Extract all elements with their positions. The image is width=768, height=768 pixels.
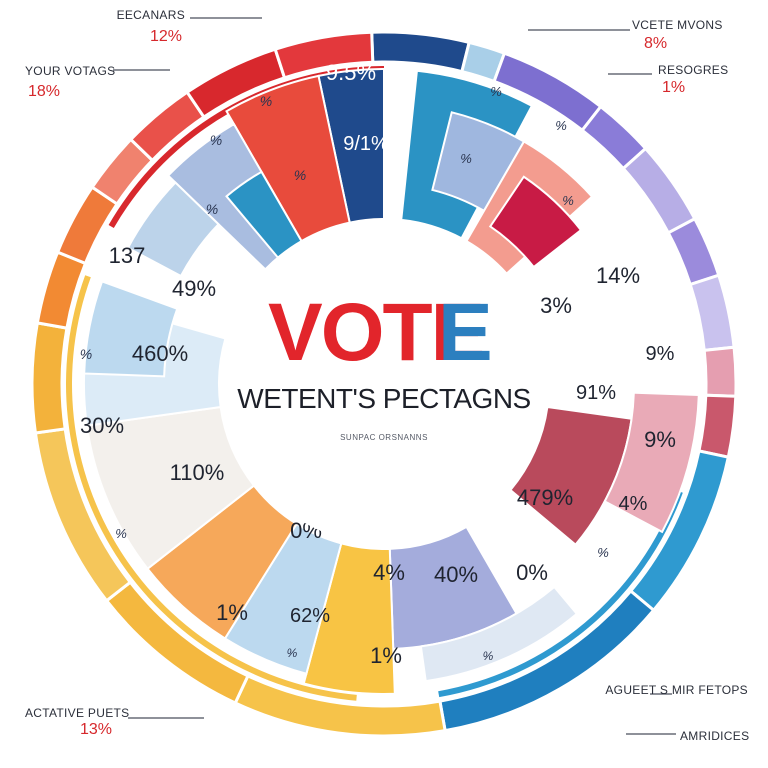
segment-label: 3% — [540, 293, 572, 318]
segment-label: % — [287, 646, 298, 660]
callout-title: AGUEET S MIR FETOPS — [605, 683, 748, 697]
callout-eecanars: EECANARS 12% — [117, 8, 262, 45]
segment-label: % — [597, 545, 609, 560]
segment-label: 49% — [172, 276, 216, 301]
callout-title: VCETE MVONS — [632, 18, 723, 32]
segment-block — [317, 67, 385, 224]
segment-label: 1% — [370, 643, 402, 668]
ring-band — [30, 321, 69, 435]
ring-band — [621, 146, 697, 235]
callout-agueet: AGUEET S MIR FETOPS — [605, 683, 748, 697]
segment-block — [126, 181, 220, 278]
callout-title: EECANARS — [117, 8, 185, 22]
inner-blocks — [83, 67, 700, 695]
callout-amridices: AMRIDICES — [626, 729, 749, 743]
segment-block — [83, 280, 179, 378]
segment-label: % — [483, 649, 494, 663]
segment-label: 30% — [80, 413, 124, 438]
chart-title: VOTE — [268, 287, 483, 378]
callout-resogres: RESOGRES 1% — [608, 63, 728, 96]
segment-label: 9/1% — [343, 133, 389, 155]
segment-label: % — [490, 84, 502, 99]
ring-band — [697, 393, 738, 459]
ring-band — [702, 345, 738, 398]
segment-label: % — [460, 151, 472, 166]
segment-label: 91% — [576, 382, 616, 404]
segment-label: 479% — [517, 485, 573, 510]
segment-label: 110% — [170, 460, 225, 485]
callout-title: ACTATIVE PUETS — [25, 706, 129, 720]
segment-label: % — [562, 193, 574, 208]
chart-subtitle: WETENT'S PECTAGNS — [237, 383, 530, 414]
segment-label: 40% — [434, 562, 478, 587]
callout-value: 8% — [644, 35, 667, 52]
ring-band — [370, 30, 471, 74]
segment-label: 460% — [132, 341, 188, 366]
chart-caption: SUNPAC ORSNANNS — [340, 433, 428, 442]
segment-label: 62% — [290, 605, 330, 627]
callout-value: 1% — [662, 79, 685, 96]
center-disc — [224, 224, 544, 544]
segment-block — [603, 391, 700, 534]
callout-title: RESOGRES — [658, 63, 728, 77]
segment-block — [302, 542, 396, 695]
callout-vcete-mvons: VCETE MVONS 8% — [528, 18, 723, 52]
segment-label: % — [210, 132, 222, 148]
segment-label: % — [260, 93, 272, 109]
segment-block — [488, 175, 583, 269]
ring-accent — [108, 66, 385, 228]
callout-title: YOUR VOTAGS — [25, 64, 115, 78]
segment-label: 14% — [596, 263, 640, 288]
segment-label: 1% — [216, 600, 248, 625]
segment-labels: 9.5% 9/1%%%%%%%%% 14% 3% 91% 9% 9% 4% 479%% 0% 40%… — [80, 60, 676, 668]
segment-label: 9.5% — [326, 60, 376, 85]
ring-band — [273, 30, 375, 80]
callout-your-votags: YOUR VOTAGS 18% — [25, 64, 170, 100]
chart-center: VOTE E WETENT'S PECTAGNS SUNPAC ORSNANNS — [224, 224, 544, 544]
ring-band — [688, 273, 736, 352]
segment-block — [225, 74, 351, 243]
segment-label: 4% — [373, 560, 405, 585]
callout-value: 18% — [28, 83, 60, 100]
callouts: EECANARS 12% YOUR VOTAGS 18% VCETE MVONS… — [25, 8, 749, 743]
segment-label: 137 — [109, 243, 146, 268]
segment-label: % — [294, 167, 306, 183]
callout-actative-puets: ACTATIVE PUETS 13% — [25, 706, 204, 738]
ring-band — [666, 216, 721, 287]
segment-label: 9% — [646, 343, 675, 365]
segment-label: 4% — [619, 493, 648, 515]
callout-title: AMRIDICES — [680, 729, 749, 743]
chart-title-accent: E — [438, 287, 493, 378]
segment-block — [225, 170, 303, 260]
segment-label: % — [206, 201, 218, 217]
callout-value: 13% — [80, 721, 112, 738]
segment-block — [419, 585, 579, 683]
segment-label: % — [115, 526, 127, 541]
segment-label: 0% — [516, 560, 548, 585]
segment-label: % — [555, 118, 567, 133]
outer-ring — [30, 30, 738, 738]
callout-value: 12% — [150, 28, 182, 45]
segment-label: % — [80, 346, 92, 362]
segment-label: 9% — [644, 427, 676, 452]
